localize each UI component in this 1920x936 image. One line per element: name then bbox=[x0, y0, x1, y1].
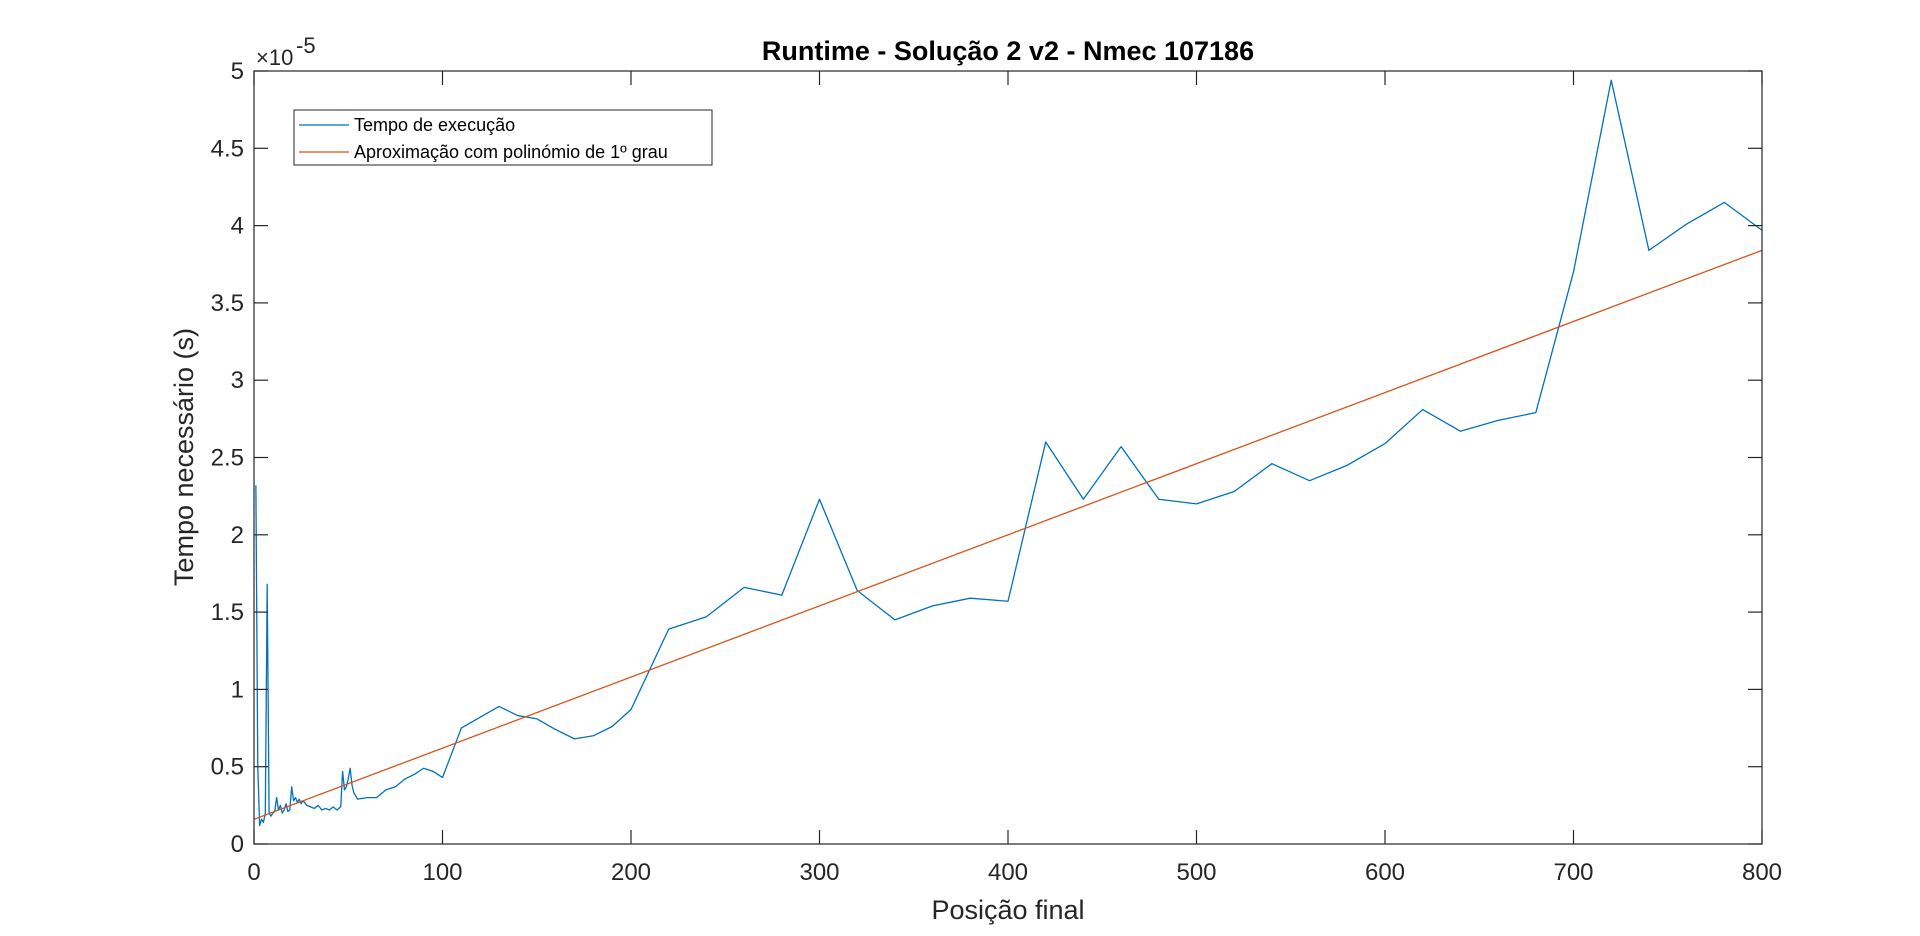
plot-area-background bbox=[254, 71, 1762, 844]
legend-label-series-0: Tempo de execução bbox=[354, 115, 515, 135]
y-tick-label: 2 bbox=[231, 522, 244, 549]
y-ticks: 0 0.5 1 1.5 2 2.5 3 3.5 4 4.5 5 bbox=[211, 58, 1762, 858]
y-exponent-base: ×10 bbox=[256, 45, 293, 70]
y-tick-label: 1 bbox=[231, 676, 244, 703]
legend-box bbox=[293, 109, 713, 166]
x-tick-label: 700 bbox=[1553, 859, 1593, 886]
y-tick-label: 0.5 bbox=[211, 754, 244, 781]
y-tick-label: 0 bbox=[231, 831, 244, 858]
x-tick-label: 800 bbox=[1742, 859, 1782, 886]
x-tick-label: 100 bbox=[422, 859, 462, 886]
y-exponent-label: ×10 -5 bbox=[256, 33, 316, 70]
x-tick-label: 200 bbox=[611, 859, 651, 886]
series-layer bbox=[253, 79, 1763, 827]
x-tick-label: 400 bbox=[988, 859, 1028, 886]
y-tick-label: 3 bbox=[231, 367, 244, 394]
chart-title: Runtime - Solução 2 v2 - Nmec 107186 bbox=[762, 36, 1254, 66]
y-tick-label: 3.5 bbox=[211, 290, 244, 317]
y-tick-label: 5 bbox=[231, 58, 244, 85]
x-tick-label: 0 bbox=[247, 859, 260, 886]
x-axis-label: Posição final bbox=[931, 895, 1084, 925]
legend: Tempo de execução Aproximação com polinó… bbox=[293, 109, 713, 166]
legend-label-series-1: Aproximação com polinómio de 1º grau bbox=[354, 142, 668, 162]
x-tick-label: 300 bbox=[799, 859, 839, 886]
series-line-1 bbox=[253, 249, 1763, 820]
y-axis-label: Tempo necessário (s) bbox=[169, 328, 199, 586]
y-tick-label: 2.5 bbox=[211, 445, 244, 472]
x-tick-label: 600 bbox=[1365, 859, 1405, 886]
y-tick-label: 1.5 bbox=[211, 599, 244, 626]
y-exponent-power: -5 bbox=[296, 33, 316, 58]
y-tick-label: 4.5 bbox=[211, 135, 244, 162]
y-tick-label: 4 bbox=[231, 213, 244, 240]
x-tick-label: 500 bbox=[1176, 859, 1216, 886]
x-ticks: 0 100 200 300 400 500 600 700 800 bbox=[247, 71, 1782, 886]
